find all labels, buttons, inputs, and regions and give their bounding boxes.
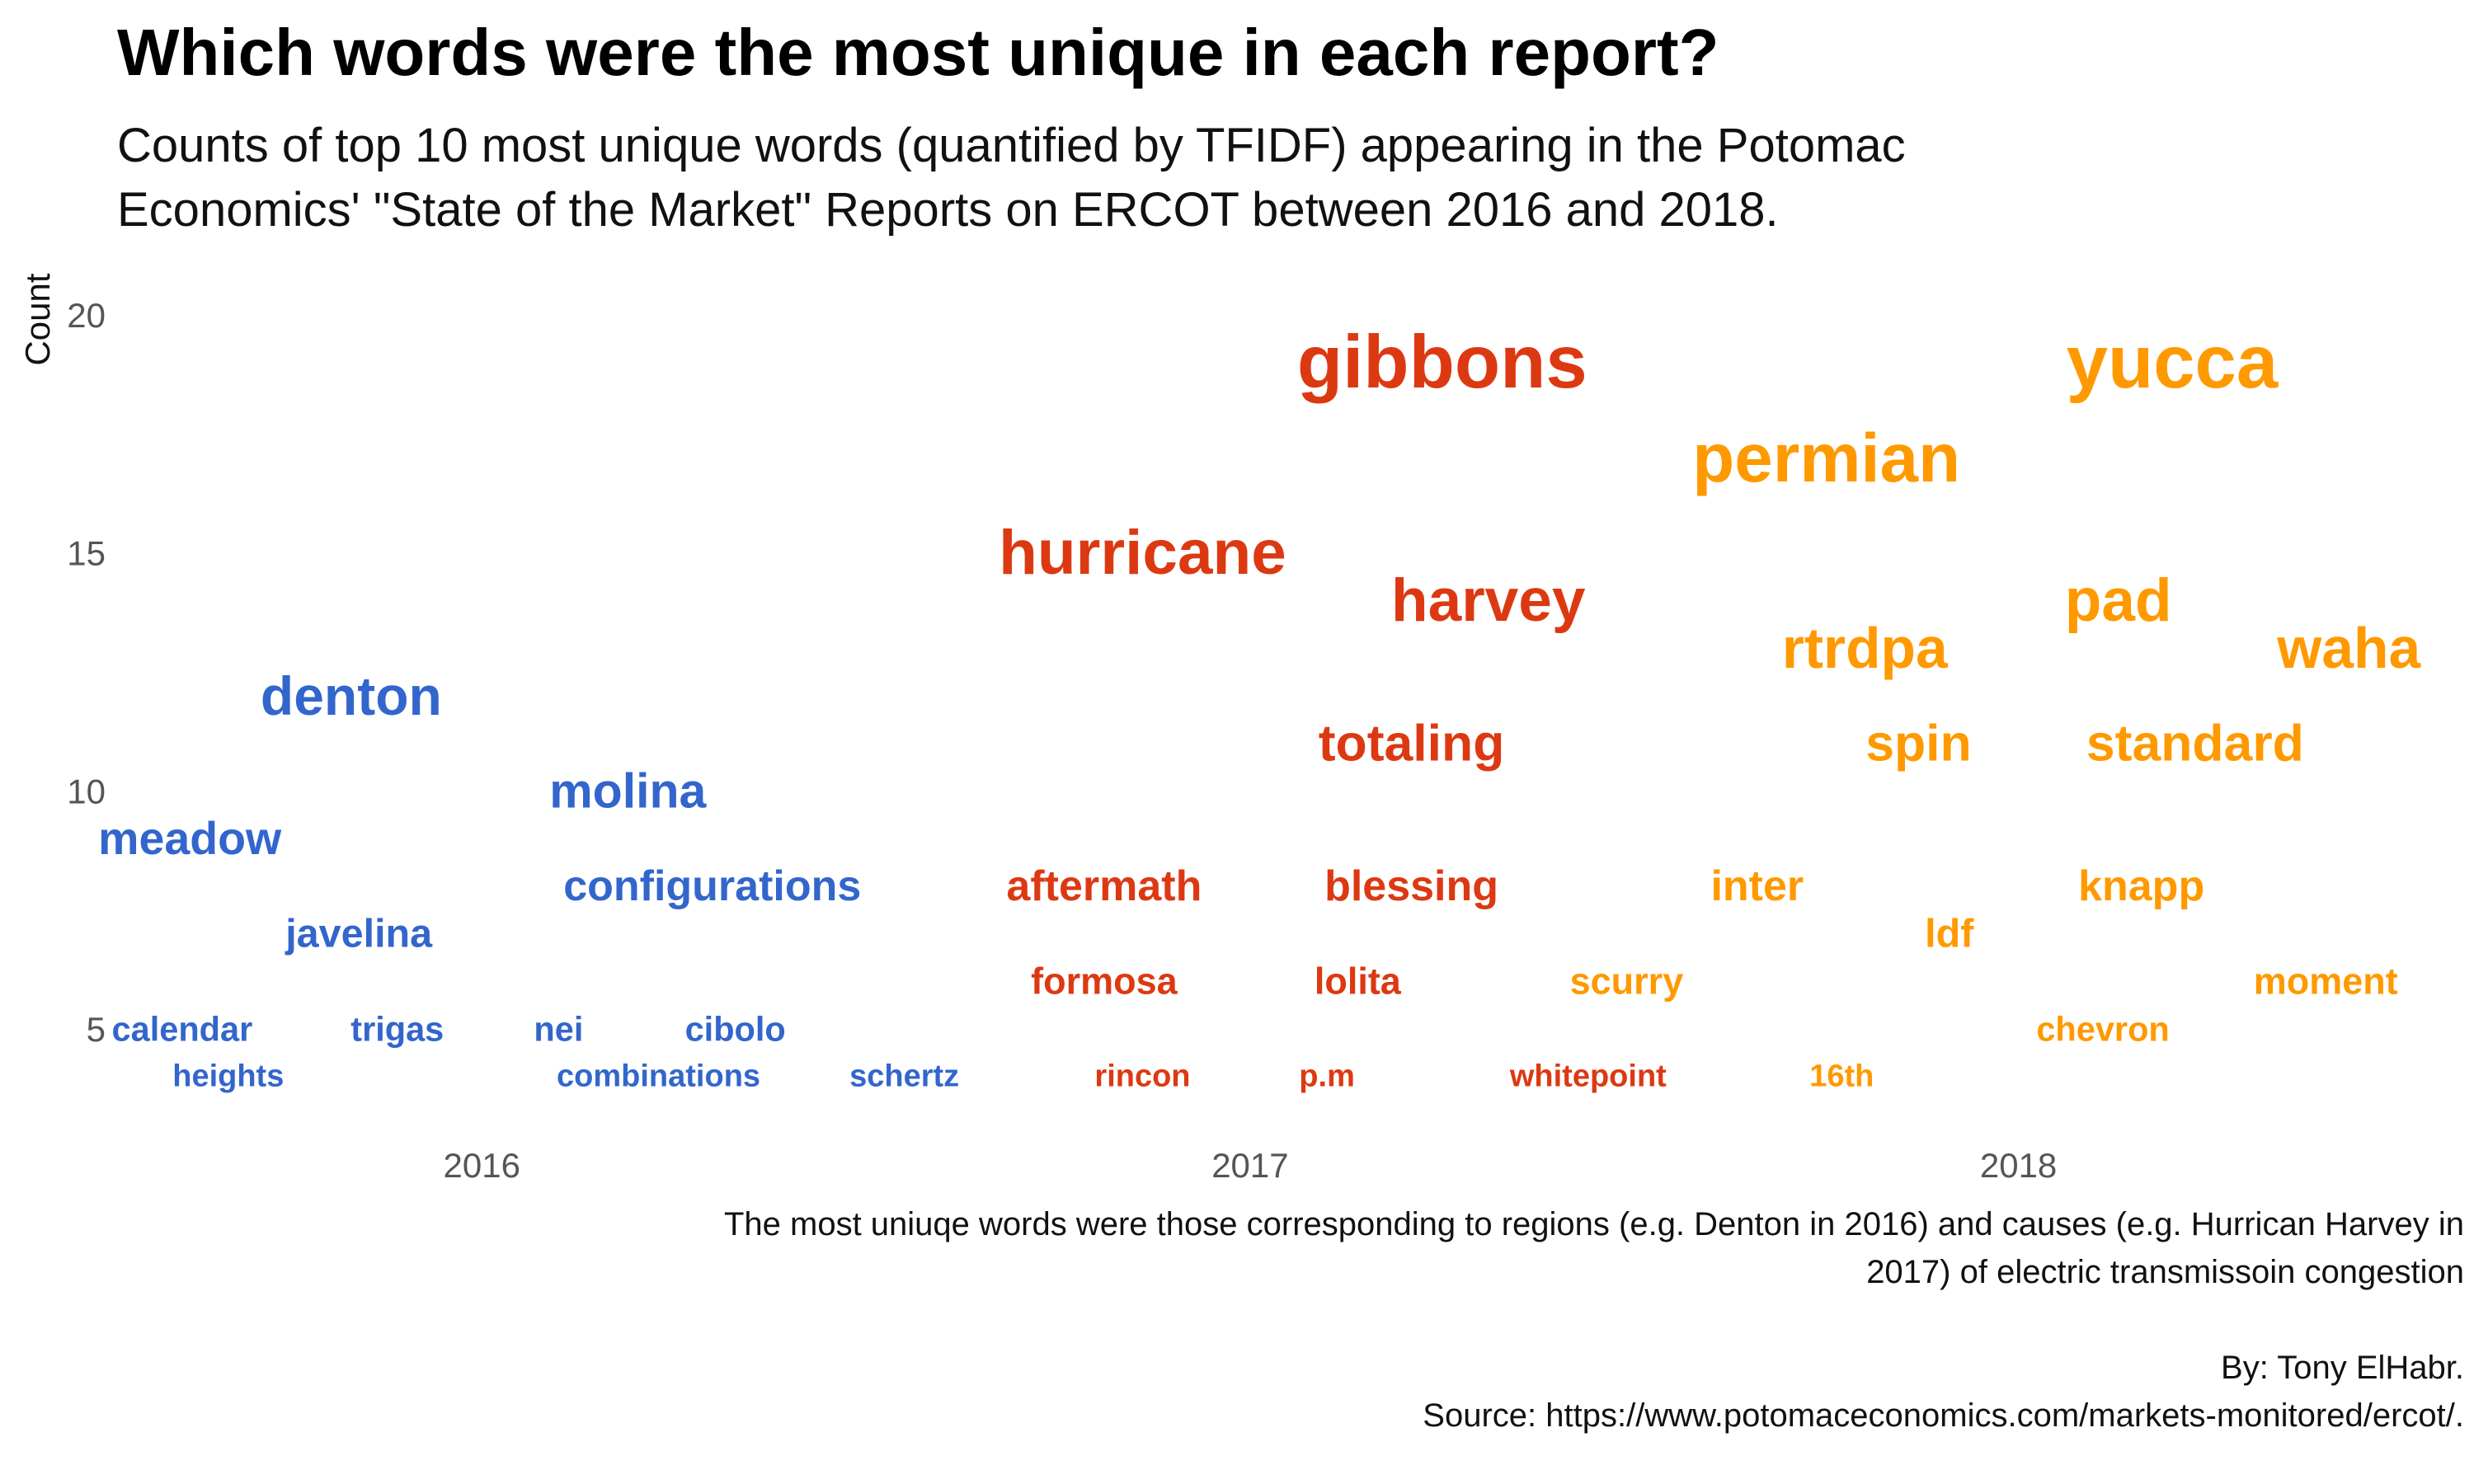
word-label: heights	[172, 1059, 284, 1094]
word-label: hurricane	[999, 518, 1286, 588]
word-label: harvey	[1391, 567, 1586, 634]
word-label: blessing	[1324, 862, 1498, 910]
word-label: lolita	[1315, 960, 1402, 1003]
word-label: aftermath	[1006, 862, 1202, 910]
word-label: molina	[549, 763, 707, 818]
word-label: schertz	[849, 1059, 959, 1094]
word-label: gibbons	[1297, 321, 1587, 404]
chart-title: Which words were the most unique in each…	[117, 16, 1719, 89]
y-tick-label: 10	[67, 772, 106, 810]
word-label: scurry	[1570, 960, 1684, 1003]
word-label: nei	[534, 1009, 583, 1048]
word-label: 16th	[1809, 1059, 1874, 1094]
source-line: Source: https://www.potomaceconomics.com…	[1423, 1397, 2464, 1434]
word-label: cibolo	[685, 1009, 786, 1048]
chart-caption: The most uniuqe words were those corresp…	[724, 1200, 2464, 1439]
caption-line: 2017) of electric transmissoin congestio…	[1866, 1254, 2464, 1290]
y-tick-label: 20	[67, 296, 106, 335]
word-label: yucca	[2067, 321, 2279, 404]
word-label: ldf	[1925, 912, 1974, 956]
word-label: chevron	[2036, 1009, 2169, 1048]
word-label: p.m	[1299, 1059, 1355, 1094]
word-label: waha	[2276, 616, 2421, 680]
subtitle-line: Economics' "State of the Market" Reports…	[117, 183, 1779, 237]
caption-line: The most uniuqe words were those corresp…	[723, 1206, 2464, 1242]
chart-subtitle: Counts of top 10 most unique words (quan…	[117, 114, 1906, 242]
x-tick-label: 2017	[1211, 1146, 1288, 1185]
author-credit: By: Tony ElHabr.	[2221, 1350, 2464, 1386]
subtitle-line: Counts of top 10 most unique words (quan…	[117, 119, 1906, 172]
word-label: knapp	[2078, 862, 2204, 910]
word-label: trigas	[350, 1009, 444, 1048]
word-label: whitepoint	[1509, 1059, 1667, 1094]
x-tick-label: 2016	[444, 1146, 520, 1185]
y-tick-label: 5	[87, 1010, 106, 1049]
word-label: permian	[1692, 419, 1960, 496]
x-tick-label: 2018	[1980, 1146, 2057, 1185]
word-label: rincon	[1094, 1059, 1190, 1094]
word-label: rtrdpa	[1782, 616, 1949, 680]
word-label: inter	[1710, 862, 1804, 910]
word-label: moment	[2254, 960, 2398, 1003]
word-label: calendar	[112, 1009, 253, 1048]
word-label: spin	[1865, 715, 1971, 773]
word-label: javelina	[285, 912, 433, 956]
word-label: combinations	[557, 1059, 760, 1094]
y-tick-label: 15	[67, 534, 106, 573]
word-label: totaling	[1319, 715, 1505, 773]
word-label: pad	[2065, 567, 2172, 634]
word-label: configurations	[563, 862, 861, 910]
word-label: formosa	[1031, 960, 1178, 1003]
word-scatter-chart: Count 5 10 15 20 2016 2017 2018 denton molina m…	[18, 273, 2421, 1185]
word-label: denton	[261, 665, 442, 726]
y-axis-label: Count	[18, 273, 57, 365]
word-label: standard	[2086, 715, 2304, 773]
word-label: meadow	[98, 813, 282, 864]
